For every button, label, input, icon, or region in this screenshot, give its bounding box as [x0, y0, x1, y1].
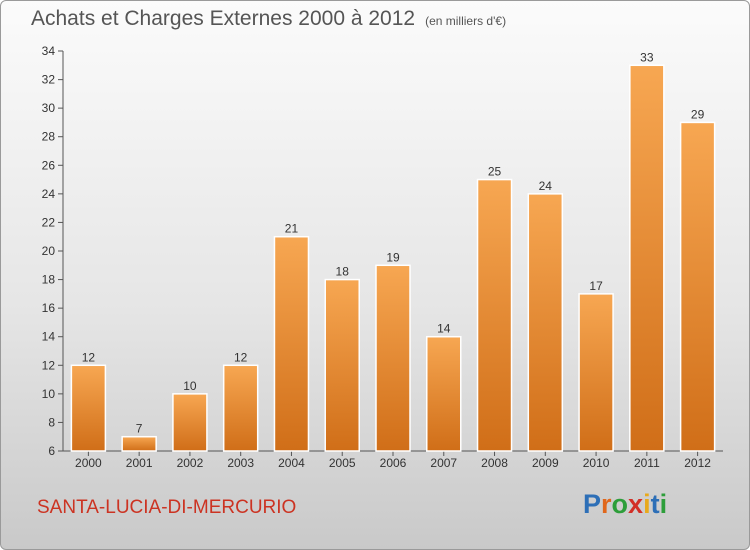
logo-letter: P [583, 489, 602, 519]
bar-2001 [121, 435, 157, 452]
y-tick-label: 32 [42, 73, 56, 87]
x-tick-label: 2012 [684, 456, 711, 470]
commune-name: SANTA-LUCIA-DI-MERCURIO [37, 497, 297, 518]
y-tick-label: 30 [42, 101, 56, 115]
y-tick-label: 8 [48, 415, 55, 429]
proxiti-logo[interactable]: Proxiti [583, 489, 667, 520]
bar-2009 [527, 193, 564, 452]
bar-2011 [629, 64, 665, 452]
logo-letter: o [611, 489, 629, 519]
y-tick-label: 22 [42, 215, 56, 229]
x-tick-label: 2005 [329, 456, 356, 470]
data-label-2001: 7 [136, 422, 143, 436]
y-tick-label: 18 [42, 273, 56, 287]
data-label-2009: 24 [539, 179, 553, 193]
bar-2008 [476, 178, 513, 452]
bar-2000 [70, 364, 107, 452]
x-tick-label: 2011 [634, 456, 660, 470]
bar-2004 [273, 235, 310, 452]
x-tick-label: 2006 [380, 456, 407, 470]
y-tick-label: 28 [42, 130, 56, 144]
bar-2003 [222, 364, 259, 452]
data-label-2010: 17 [589, 279, 603, 293]
y-tick-label: 34 [42, 44, 56, 58]
y-tick-label: 16 [42, 301, 56, 315]
x-tick-label: 2008 [481, 456, 508, 470]
x-tick-label: 2009 [532, 456, 559, 470]
data-label-2012: 29 [691, 107, 705, 121]
bar-2005 [324, 278, 360, 452]
logo-letter: i [643, 489, 651, 519]
y-tick-label: 20 [42, 244, 56, 258]
data-label-2007: 14 [437, 322, 451, 336]
logo-letter: i [659, 489, 668, 519]
bars [70, 64, 716, 452]
logo-letter: t [650, 489, 660, 519]
x-tick-label: 2002 [177, 456, 204, 470]
chart-title: Achats et Charges Externes 2000 à 2012 (e… [31, 7, 506, 31]
y-tick-label: 24 [42, 187, 56, 201]
x-tick-label: 2004 [278, 456, 305, 470]
data-label-2011: 33 [640, 50, 654, 64]
data-label-2000: 12 [82, 350, 96, 364]
data-label-2006: 19 [386, 250, 400, 264]
data-label-2008: 25 [488, 165, 502, 179]
logo-letter: r [601, 489, 612, 519]
chart-subtitle: (en milliers d'€) [425, 14, 507, 28]
data-label-2002: 10 [183, 379, 197, 393]
data-label-2004: 21 [285, 222, 299, 236]
y-tick-label: 14 [42, 330, 56, 344]
x-tick-label: 2010 [583, 456, 610, 470]
bar-2007 [426, 335, 462, 452]
bar-2012 [679, 121, 716, 452]
x-tick-label: 2007 [430, 456, 457, 470]
x-tick-label: 2000 [75, 456, 102, 470]
y-tick-label: 6 [48, 444, 55, 458]
data-label-2003: 12 [234, 350, 248, 364]
y-tick-label: 10 [42, 387, 56, 401]
bar-2006 [375, 264, 411, 452]
y-tick-label: 12 [42, 358, 56, 372]
data-labels: 12 7 10 12 21 18 19 14 25 24 17 33 29 [82, 50, 705, 435]
data-label-2005: 18 [336, 265, 350, 279]
bar-2002 [172, 393, 208, 452]
logo-letter: x [628, 489, 644, 519]
x-tick-label: 2001 [126, 456, 153, 470]
bar-2010 [578, 293, 614, 452]
x-tick-label: 2003 [227, 456, 254, 470]
chart-title-text: Achats et Charges Externes 2000 à 2012 [31, 7, 416, 30]
y-tick-label: 26 [42, 158, 56, 172]
